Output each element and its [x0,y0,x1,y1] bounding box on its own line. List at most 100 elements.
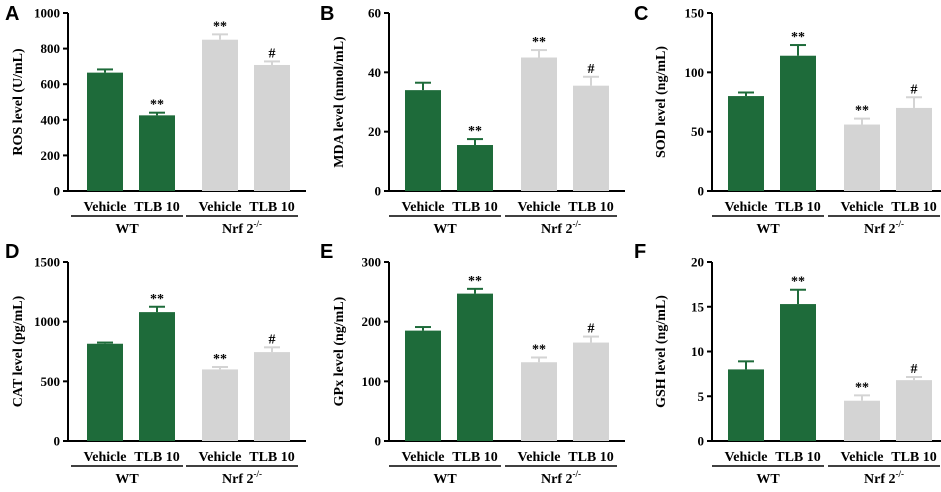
panel-e: E 0 100 200 300 GPx level (ng/mL) Vehicle ** TLB… [320,241,625,487]
panel-b: B 0 20 40 60 MDA level (nmol/mL) Vehicle ** TLB … [320,3,625,237]
panel-f: F 0 5 10 15 20 GSH level (ng/mL) Vehicle ** TLB 1… [634,241,941,487]
bar [780,304,816,441]
significance-label: ** [855,104,869,119]
panel-d: D 0 500 1000 1500 CAT level (pg/mL) Vehicle ** T… [5,241,306,487]
group-label-wt: WT [756,222,780,237]
y-tick-label: 20 [368,124,381,139]
y-axis-title: MDA level (nmol/mL) [332,36,347,168]
bar [139,115,175,191]
category-label: TLB 10 [775,200,821,215]
category-label: Vehicle [517,450,560,465]
y-axis-title: GPx level (ng/mL) [332,296,347,406]
y-tick-label: 200 [362,314,382,329]
y-tick-label: 0 [54,184,61,199]
significance-label: ** [468,274,482,289]
category-label: Vehicle [724,200,767,215]
y-tick-label: 0 [698,434,705,449]
y-tick-label: 300 [362,255,382,270]
category-label: Vehicle [724,450,767,465]
bar [202,39,238,192]
category-label: Vehicle [840,450,883,465]
category-label: TLB 10 [134,450,180,465]
significance-label: # [269,332,276,347]
bar [573,342,609,441]
significance-label: ** [791,30,805,45]
group-label-wt: WT [115,472,139,487]
y-tick-label: 400 [41,112,61,127]
y-tick-label: 500 [41,374,61,389]
bar [87,72,123,191]
y-tick-label: 100 [685,65,705,80]
bar [405,90,441,191]
panel-letter: E [320,241,333,263]
significance-label: # [269,46,276,61]
bar [202,369,238,441]
significance-label: ** [532,35,546,50]
category-label: Vehicle [198,200,241,215]
group-label-nrf2: Nrf 2-/- [541,219,581,237]
significance-label: # [911,82,918,97]
category-label: TLB 10 [452,200,498,215]
y-tick-label: 0 [375,434,382,449]
bar [780,55,816,191]
y-tick-label: 600 [41,77,61,92]
bar [844,400,880,441]
category-label: TLB 10 [568,450,614,465]
y-axis-title: ROS level (U/mL) [11,48,26,156]
bar [728,369,764,441]
category-label: Vehicle [401,450,444,465]
y-axis-title: SOD level (ng/mL) [654,46,669,158]
y-tick-label: 1000 [34,314,60,329]
bar [139,312,175,441]
bar [87,343,123,441]
significance-label: # [588,62,595,77]
y-tick-label: 200 [41,148,61,163]
group-label-nrf2: Nrf 2-/- [541,469,581,487]
significance-label: # [911,362,918,377]
panel-letter: F [634,241,646,263]
significance-label: ** [791,275,805,290]
y-tick-label: 0 [375,184,382,199]
y-tick-label: 1000 [34,6,60,21]
y-tick-label: 5 [698,389,705,404]
panel-letter: C [634,3,648,25]
category-label: Vehicle [840,200,883,215]
y-tick-label: 0 [54,434,61,449]
y-tick-label: 10 [691,344,704,359]
group-label-wt: WT [115,222,139,237]
significance-label: ** [855,380,869,395]
y-tick-label: 40 [368,65,381,80]
y-tick-label: 800 [41,41,61,56]
panel-letter: B [320,3,334,25]
bar [521,57,557,191]
category-label: TLB 10 [568,200,614,215]
bar [254,64,290,191]
y-axis-title: GSH level (ng/mL) [654,295,669,408]
y-tick-label: 150 [685,6,705,21]
bar [896,107,932,191]
category-label: TLB 10 [249,450,295,465]
category-label: Vehicle [517,200,560,215]
category-label: Vehicle [83,200,126,215]
category-label: TLB 10 [891,200,937,215]
significance-label: ** [213,19,227,34]
y-axis-title: CAT level (pg/mL) [11,295,26,407]
group-label-nrf2: Nrf 2-/- [222,469,262,487]
category-label: TLB 10 [134,200,180,215]
category-label: TLB 10 [249,200,295,215]
category-label: TLB 10 [452,450,498,465]
panel-letter: A [5,3,19,25]
bar [254,352,290,441]
category-label: TLB 10 [775,450,821,465]
category-label: Vehicle [198,450,241,465]
y-tick-label: 50 [691,124,704,139]
panel-a: A 0 200 400 600 800 1000 ROS level (U/mL) Vehicl… [5,3,306,237]
y-tick-label: 15 [691,299,705,314]
group-label-wt: WT [433,222,457,237]
group-label-nrf2: Nrf 2-/- [864,219,904,237]
bar [896,380,932,441]
panel-letter: D [5,241,19,263]
significance-label: ** [213,352,227,367]
bar [573,85,609,191]
